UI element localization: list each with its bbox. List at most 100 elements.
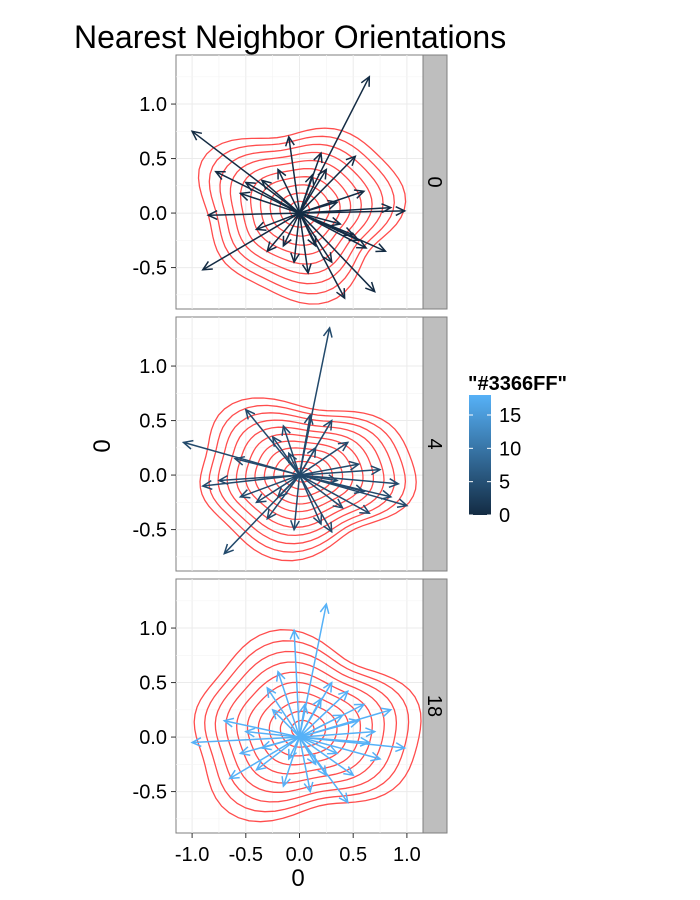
arrow-head (356, 239, 368, 249)
arrow-head (303, 413, 314, 425)
y-tick-label: 1.0 (139, 94, 167, 116)
arrow-shaft (288, 736, 301, 760)
arrow-shaft (298, 736, 327, 776)
arrow-head (330, 216, 342, 227)
arrow-head (304, 173, 315, 185)
arrow-head (312, 697, 322, 709)
arrow-shaft (298, 169, 327, 214)
arrow-head (238, 191, 251, 201)
arrow-head (201, 479, 213, 491)
contour-line (226, 419, 385, 537)
x-tick-label: 0.5 (339, 844, 367, 866)
y-tick-label: 0.0 (139, 727, 167, 749)
arrow-head (271, 435, 282, 447)
legend-label: 15 (499, 405, 521, 427)
arrow-shaft (277, 671, 301, 738)
contour-line (257, 691, 350, 766)
contour-line (235, 426, 375, 528)
contour-line (219, 143, 384, 285)
contour-line (244, 433, 364, 521)
arrow-head (214, 170, 226, 180)
arrow-head (277, 167, 287, 180)
y-tick-label: -0.5 (133, 258, 167, 280)
arrow-shaft (224, 719, 300, 738)
arrow-shaft (277, 474, 301, 498)
arrow-shaft (256, 474, 300, 503)
arrow-shaft (266, 212, 301, 252)
arrow-head (289, 628, 300, 640)
legend-colorbar (469, 395, 491, 515)
arrow-head (322, 326, 333, 338)
arrow-head (201, 260, 213, 271)
arrow-head (254, 221, 267, 232)
arrow-head (388, 478, 401, 489)
arrow-shaft (266, 474, 301, 520)
arrow-head (266, 508, 277, 521)
arrow-head (238, 489, 251, 499)
arrow-shaft (240, 474, 300, 498)
arrow-head (260, 179, 272, 190)
y-tick-label: -0.5 (133, 782, 167, 804)
arrow-shaft (245, 730, 300, 738)
arrow-head (336, 288, 346, 300)
arrow-shaft (272, 436, 301, 476)
arrow-head (332, 714, 345, 724)
arrow-shaft (215, 170, 300, 214)
arrow-shaft (299, 736, 338, 755)
contour-line (246, 681, 362, 775)
arrow-head (327, 474, 339, 485)
legend-label: 0 (499, 505, 510, 527)
arrow-head (375, 243, 387, 253)
arrow-head (317, 765, 328, 777)
arrow-head (271, 708, 283, 720)
arrow-shaft (299, 474, 399, 485)
arrow-head (365, 281, 376, 293)
arrow-shaft (245, 409, 301, 476)
facet-strip (422, 54, 448, 310)
arrow-head (381, 203, 393, 214)
color-legend: "#3366FF" 15 10 5 0 (468, 373, 567, 527)
density-contours (193, 629, 422, 823)
arrow-head (244, 181, 256, 192)
arrow-shaft (298, 174, 314, 214)
arrow-shaft (299, 206, 391, 214)
arrow-head (301, 263, 312, 275)
facet-panel: -0.5 0.0 0.5 1.0 4 (133, 316, 448, 572)
arrow-head (238, 746, 251, 756)
arrow-shaft (299, 474, 343, 509)
arrow-shaft (202, 212, 300, 271)
arrow-head (353, 484, 366, 495)
arrow-shaft (299, 736, 381, 760)
arrow-shaft (298, 414, 311, 476)
arrow-head (222, 717, 235, 728)
arrow-head (228, 769, 240, 780)
arrow-head (288, 451, 298, 464)
arrow-head (348, 460, 361, 471)
arrow-head (365, 727, 377, 738)
arrow-head (380, 707, 393, 718)
arrow-head (190, 130, 203, 141)
arrow-head (353, 189, 366, 199)
y-tick-label: 0.0 (139, 203, 167, 225)
arrow-head (327, 745, 339, 755)
contour-line (282, 460, 324, 490)
arrow-shaft (293, 212, 301, 263)
arrow-head (317, 168, 328, 180)
arrow-head (190, 737, 202, 748)
arrow-head (266, 241, 277, 253)
arrow-head (223, 543, 234, 555)
arrow-shaft (298, 474, 333, 533)
orientation-arrows (190, 75, 407, 300)
contour-line (214, 650, 398, 803)
arrow-head (255, 760, 267, 771)
arrow-head (282, 235, 292, 248)
legend-label: 5 (499, 472, 510, 494)
arrow-shaft (245, 181, 300, 214)
arrow-shaft (298, 155, 356, 214)
arrow-head (370, 751, 382, 762)
arrow-shaft (298, 212, 309, 274)
contour-line (197, 127, 407, 305)
arrow-head (319, 602, 330, 614)
facet-strip-label: 0 (423, 176, 445, 187)
contour-line (217, 412, 396, 545)
